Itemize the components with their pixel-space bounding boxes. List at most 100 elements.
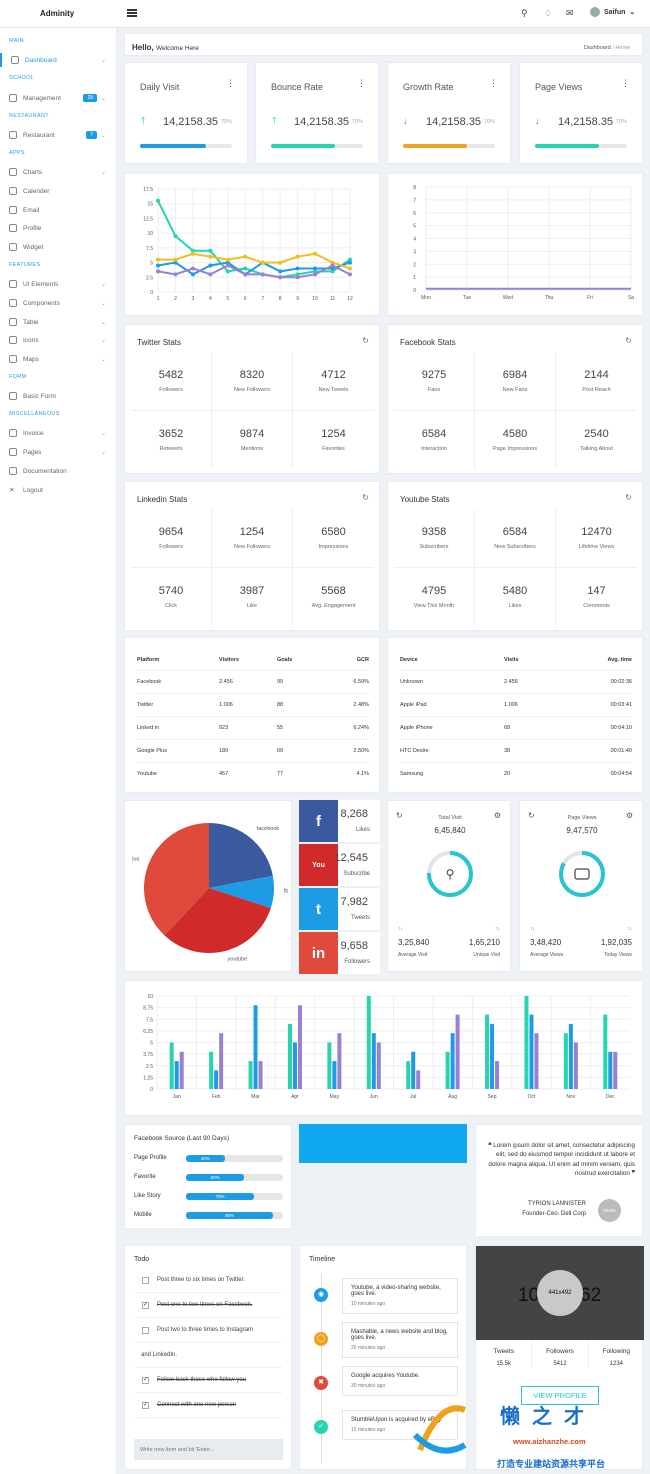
sidebar-item-basic-form[interactable]: Basic Form [0, 389, 117, 403]
more-icon[interactable]: ⋮ [226, 78, 235, 88]
table-cell: 00:04:54 [570, 761, 632, 785]
stats-grid: 5482 Followers 8320 New Followers 4712 New Tw… [131, 352, 374, 469]
menu-toggle-icon[interactable] [127, 9, 137, 17]
stat-cell: 5740 Click [131, 567, 212, 626]
mail-icon [9, 206, 17, 214]
unique-visit-label: Unique Visit [473, 952, 500, 958]
pie-label: lus [132, 856, 139, 862]
stat-label: Impressions [318, 543, 349, 550]
progress-bar [140, 144, 232, 148]
stat-label: New Followers [233, 386, 271, 393]
sidebar-item-restaurant[interactable]: Restaurant 7 ⌄ [0, 128, 117, 142]
checkbox[interactable] [142, 1326, 149, 1334]
stat-value: 3652 [158, 427, 184, 440]
checkbox[interactable]: ✓ [142, 1376, 149, 1384]
refresh-icon[interactable]: ↻ [362, 336, 369, 345]
breadcrumb-home[interactable]: Dashboard [583, 45, 611, 51]
brand-logo[interactable]: Adminity [40, 9, 75, 18]
sidebar-item-ui-elements[interactable]: UI Elements ⌄ [0, 277, 117, 291]
sidebar-item-table[interactable]: Table ⌄ [0, 315, 117, 329]
sidebar-item-maps[interactable]: Maps ⌄ [0, 352, 117, 366]
sidebar: MAIN Dashboard ⌄ SCHOOL Management 28 ⌄ RES… [0, 28, 117, 1474]
user-menu[interactable]: Saifun ⌄ [590, 7, 635, 17]
more-icon[interactable]: ⋮ [489, 78, 498, 88]
table-cell: 2.48% [335, 692, 369, 716]
sidebar-item-components[interactable]: Components ⌄ [0, 296, 117, 310]
table-cell: HTC Desire [400, 738, 504, 762]
stat-title: Page Views [535, 82, 583, 92]
column-header: Platform [137, 656, 160, 663]
stat-value: 9275 [421, 368, 447, 381]
progress-bar [271, 144, 363, 148]
social-tile[interactable]: t 7,982 Tweets [299, 888, 380, 930]
sidebar-item-widget[interactable]: Widget [0, 240, 117, 254]
stat-value: 2144 [584, 368, 609, 381]
x-tick-label: Apr [291, 1094, 299, 1100]
section-apps: APPS [9, 150, 25, 156]
sidebar-item-charts[interactable]: Charts ⌄ [0, 165, 117, 179]
chevron-down-icon: ⌄ [100, 449, 106, 456]
sidebar-item-invoice[interactable]: Invoice ⌄ [0, 426, 117, 440]
x-tick-label: Wed [503, 295, 513, 301]
sidebar-item-email[interactable]: Email [0, 203, 117, 217]
stat-card: Daily Visit ⋮ ↑ 14,2158.35 70% [124, 62, 248, 164]
followers-count: 5412 [553, 1361, 567, 1367]
x-tick-label: May [330, 1094, 340, 1100]
todo-item[interactable]: Post three to six times on Twitter. [135, 1268, 282, 1293]
average-visit-label: Average Visit [398, 952, 428, 958]
more-icon[interactable]: ⋮ [357, 78, 366, 88]
sidebar-item-dashboard[interactable]: Dashboard ⌄ [0, 53, 117, 67]
data-point [156, 269, 160, 274]
sidebar-item-logout[interactable]: ✕ Logout [0, 483, 117, 497]
sidebar-item-management[interactable]: Management 28 ⌄ [0, 91, 117, 105]
stat-value: 4795 [421, 584, 447, 597]
checkbox[interactable]: ✓ [142, 1301, 149, 1309]
data-point [348, 260, 352, 265]
social-label: Subscribe [343, 871, 370, 877]
search-icon[interactable]: ⚲ [521, 8, 528, 18]
chevron-down-icon: ⌄ [100, 337, 106, 344]
todo-item[interactable]: ✓ Connect with one new person [135, 1393, 282, 1418]
refresh-icon[interactable]: ↻ [396, 811, 403, 820]
sidebar-item-profile[interactable]: Profile [0, 221, 117, 235]
x-tick-label: Jan [173, 1094, 181, 1100]
table-cell: 00:03:41 [570, 692, 632, 716]
y-tick-label: 1.25 [143, 1075, 153, 1081]
social-tile[interactable]: f 8,268 Likes [299, 800, 380, 842]
more-icon[interactable]: ⋮ [621, 78, 630, 88]
data-point [156, 257, 160, 262]
sidebar-item-pages[interactable]: Pages ⌄ [0, 445, 117, 459]
refresh-icon[interactable]: ↻ [362, 493, 369, 502]
sidebar-item-calender[interactable]: Calender [0, 184, 117, 198]
data-point [295, 275, 300, 280]
social-tile[interactable]: in 9,658 Followers [299, 932, 380, 974]
sidebar-item-icons[interactable]: Icons ⌄ [0, 333, 117, 347]
stat-cell: 4712 New Tweets [293, 352, 374, 411]
data-point [173, 260, 178, 265]
y-tick-label: 10 [147, 231, 153, 237]
new-todo-input[interactable] [134, 1439, 283, 1460]
gear-icon[interactable]: ⚙ [493, 811, 501, 820]
stat-value: 1254 [321, 427, 346, 440]
todo-text: Follow back those who follow you [157, 1377, 247, 1383]
checkbox[interactable]: ✓ [142, 1401, 149, 1409]
arrows-icon: ↑↓ [398, 926, 403, 932]
mail-icon[interactable]: ✉ [566, 8, 574, 18]
gear-icon[interactable]: ⚙ [625, 811, 633, 820]
refresh-icon[interactable]: ↻ [625, 493, 632, 502]
social-tile[interactable]: You 12,545 Subscribe [299, 844, 380, 886]
platform-table: Platform Visitors Goals GCR Facebook 2.456 99 6… [137, 650, 369, 785]
refresh-icon[interactable]: ↻ [528, 811, 535, 820]
bell-icon[interactable]: ♢ [544, 8, 553, 18]
view-profile-button[interactable]: VIEW PROFILE [521, 1386, 599, 1405]
stats-grid: 9654 Followers 1254 New Followers 6580 Impres… [131, 509, 374, 626]
todo-item[interactable]: and LinkedIn. [135, 1343, 282, 1368]
checkbox[interactable] [142, 1276, 149, 1284]
todo-item[interactable]: ✓ Follow back those who follow you [135, 1368, 282, 1393]
y-tick-label: 2.5 [146, 275, 153, 281]
refresh-icon[interactable]: ↻ [625, 336, 632, 345]
todo-item[interactable]: Post two to three times to Instagram [135, 1318, 282, 1343]
sidebar-item-documentation[interactable]: Documentation [0, 464, 117, 478]
x-tick-label: 8 [279, 296, 282, 302]
todo-item[interactable]: ✓ Post one to two times on Facebook. [135, 1293, 282, 1318]
